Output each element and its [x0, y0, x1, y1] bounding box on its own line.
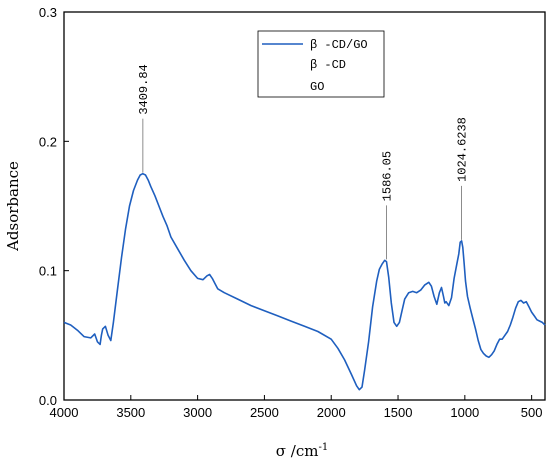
x-axis-title-base: σ /cm — [276, 442, 319, 460]
x-tick-label: 3000 — [183, 405, 212, 420]
annotation-label: 1024.6238 — [456, 117, 470, 182]
y-axis-title: Adsorbance — [4, 161, 22, 252]
x-tick-label: 500 — [521, 405, 543, 420]
x-tick-label: 4000 — [50, 405, 79, 420]
x-axis-title: σ /cm-1 — [276, 442, 328, 460]
series-line — [63, 172, 546, 391]
legend-label-bcd: β -CD — [310, 58, 346, 72]
x-tick-label: 1500 — [384, 405, 413, 420]
x-tick-label: 2500 — [250, 405, 279, 420]
annotation-layer: 3409.84 1586.05 1024.6238 — [137, 64, 470, 260]
legend-label-bcd-go: β -CD/GO — [310, 38, 368, 52]
legend-box — [257, 30, 385, 98]
y-tick-label: 0.1 — [39, 264, 57, 279]
y-tick-label: 0.0 — [39, 393, 57, 408]
x-tick-label: 1000 — [450, 405, 479, 420]
x-tick-label: 3500 — [116, 405, 145, 420]
annotation-label: 1586.05 — [381, 151, 395, 201]
y-tick-label: 0.2 — [39, 134, 57, 149]
series-layer — [63, 172, 546, 391]
legend-label-go: GO — [310, 80, 324, 94]
annotation-label: 3409.84 — [137, 64, 151, 114]
legend: β -CD/GO β -CD GO — [257, 30, 385, 98]
plot-frame — [63, 11, 546, 401]
x-axis-title-superscript: -1 — [318, 442, 328, 453]
axis-ticks: 4000 3500 3000 2500 2000 1500 1000 500 0.0 0.1 0.2… — [39, 5, 543, 420]
x-tick-label: 2000 — [317, 405, 346, 420]
y-tick-label: 0.3 — [39, 5, 57, 20]
